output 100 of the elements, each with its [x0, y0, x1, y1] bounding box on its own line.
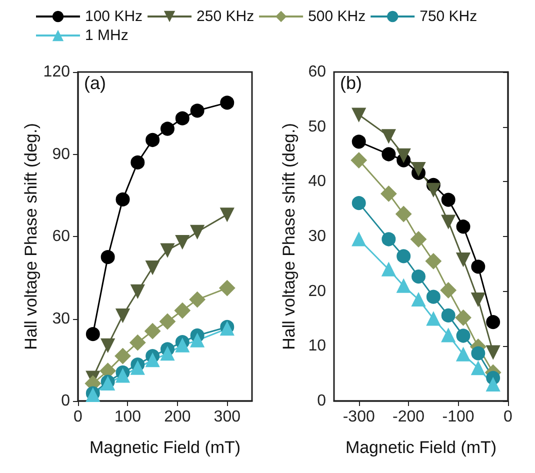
point [410, 231, 427, 248]
point [116, 368, 130, 383]
point [396, 278, 411, 293]
point [486, 315, 500, 330]
point [159, 313, 176, 330]
point [146, 353, 160, 368]
point [175, 338, 190, 352]
y-tick-label: 60 [308, 64, 326, 80]
point [441, 308, 456, 322]
point [456, 220, 470, 234]
point [441, 328, 456, 342]
point [146, 132, 160, 147]
point [456, 328, 470, 343]
point [100, 250, 115, 264]
point [456, 252, 470, 267]
point [146, 260, 160, 274]
y-tick-label: 10 [308, 338, 326, 355]
point [441, 192, 456, 207]
y-tick-label: 30 [308, 228, 326, 245]
point [471, 361, 486, 376]
point [86, 327, 100, 342]
point [471, 292, 486, 307]
x-tick-label: -300 [342, 408, 375, 426]
annotation: (b) [340, 73, 362, 93]
y-tick-label: 60 [52, 228, 70, 245]
point [382, 262, 396, 276]
point [100, 338, 115, 352]
x-tick-label: 300 [214, 408, 241, 426]
x-tick-label: -100 [442, 408, 474, 426]
point [412, 292, 426, 307]
point [426, 182, 440, 197]
y-axis-title: Hall voltage Phase shift (deg.) [279, 123, 298, 350]
y-axis-title: Hall voltage Phase shift (deg.) [21, 123, 40, 350]
y-tick-label: 120 [43, 64, 70, 80]
point [396, 249, 411, 264]
point [380, 186, 397, 202]
point [220, 96, 234, 110]
y-tick-label: 40 [308, 173, 326, 190]
x-tick-label: 100 [114, 408, 142, 426]
y-tick-label: 30 [52, 310, 70, 328]
x-tick-label: 200 [164, 408, 191, 426]
point [219, 280, 236, 296]
point [471, 260, 486, 274]
point [174, 302, 190, 319]
point [350, 152, 367, 168]
annotation: (a) [84, 73, 106, 93]
point [382, 129, 396, 144]
point [130, 360, 145, 375]
point [160, 122, 174, 136]
y-tick-label: 0 [317, 392, 326, 410]
point [486, 378, 500, 392]
point [440, 282, 456, 298]
point [471, 346, 486, 360]
point [426, 312, 440, 326]
point [352, 232, 366, 246]
point [456, 347, 470, 362]
y-tick-label: 50 [308, 118, 326, 136]
point [175, 111, 190, 126]
legend-label: 750 KHz [420, 8, 478, 25]
point [412, 162, 426, 176]
legend-label: 500 KHz [308, 8, 366, 25]
point [352, 108, 366, 122]
x-tick-label: -200 [392, 408, 425, 426]
legend-label: 100 KHz [85, 8, 143, 25]
y-tick-label: 0 [61, 392, 70, 410]
y-tick-label: 20 [308, 282, 326, 300]
point [396, 206, 412, 222]
y-tick-label: 90 [52, 146, 70, 163]
point [175, 234, 190, 249]
point [160, 346, 174, 361]
point [189, 292, 206, 308]
x-tick-label: 0 [504, 408, 513, 426]
point [116, 308, 130, 322]
point [220, 208, 234, 222]
legend-label: 250 KHz [196, 8, 254, 25]
point [190, 333, 204, 348]
point [426, 290, 440, 304]
point [160, 243, 174, 258]
point [455, 310, 472, 326]
point [190, 224, 204, 239]
x-axis-title: Magnetic Field (mT) [89, 438, 241, 457]
point [130, 334, 146, 351]
point [144, 323, 161, 340]
point [382, 232, 396, 246]
point [382, 147, 396, 162]
point [190, 104, 204, 118]
point [396, 148, 411, 162]
point [116, 192, 130, 206]
x-tick-label: 0 [74, 408, 83, 426]
x-axis-title: Magnetic Field (mT) [345, 438, 497, 457]
point [486, 345, 500, 360]
point [114, 348, 131, 364]
point [352, 196, 366, 210]
point [130, 155, 145, 170]
point [441, 214, 456, 229]
point [412, 270, 426, 284]
legend-label: 1 MHz [85, 27, 128, 44]
point [425, 253, 442, 270]
point [130, 284, 145, 298]
point [352, 134, 366, 149]
